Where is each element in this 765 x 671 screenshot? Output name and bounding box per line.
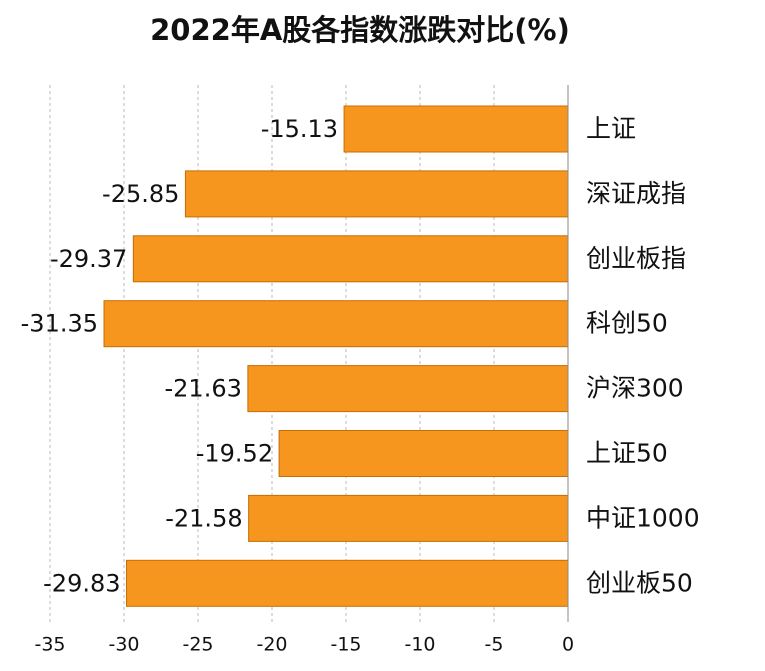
category-label: 创业板50 xyxy=(586,568,693,597)
x-tick-label: -20 xyxy=(256,634,287,656)
bar xyxy=(278,430,569,477)
category-label: 上证 xyxy=(586,114,636,143)
bar xyxy=(126,559,569,607)
x-tick-label: 0 xyxy=(562,634,574,656)
value-label: -15.13 xyxy=(261,115,338,143)
category-label: 中证1000 xyxy=(586,503,700,532)
value-label: -21.58 xyxy=(165,504,242,532)
category-label: 深证成指 xyxy=(586,179,686,208)
value-label: -29.83 xyxy=(43,569,120,597)
bar xyxy=(184,170,569,218)
bar xyxy=(103,300,569,348)
value-label: -25.85 xyxy=(102,180,179,208)
value-label: -19.52 xyxy=(196,440,273,468)
x-tick-label: -25 xyxy=(182,634,213,656)
x-tick-label: -5 xyxy=(485,634,504,656)
category-label: 沪深300 xyxy=(586,374,684,403)
chart-title: 2022年A股各指数涨跌对比(%) xyxy=(150,13,570,47)
bar xyxy=(247,365,569,413)
value-label: -29.37 xyxy=(50,245,127,273)
x-tick-label: -30 xyxy=(108,634,139,656)
value-label: -21.63 xyxy=(165,375,242,403)
category-label: 创业板指 xyxy=(586,244,686,273)
x-tick-label: -10 xyxy=(404,634,435,656)
x-tick-label: -15 xyxy=(330,634,361,656)
category-label: 科创50 xyxy=(586,309,668,338)
x-tick-label: -35 xyxy=(34,634,65,656)
category-label: 上证50 xyxy=(586,439,668,468)
bar xyxy=(248,494,569,542)
bar xyxy=(343,105,569,153)
bar xyxy=(132,235,569,283)
value-label: -31.35 xyxy=(21,310,98,338)
